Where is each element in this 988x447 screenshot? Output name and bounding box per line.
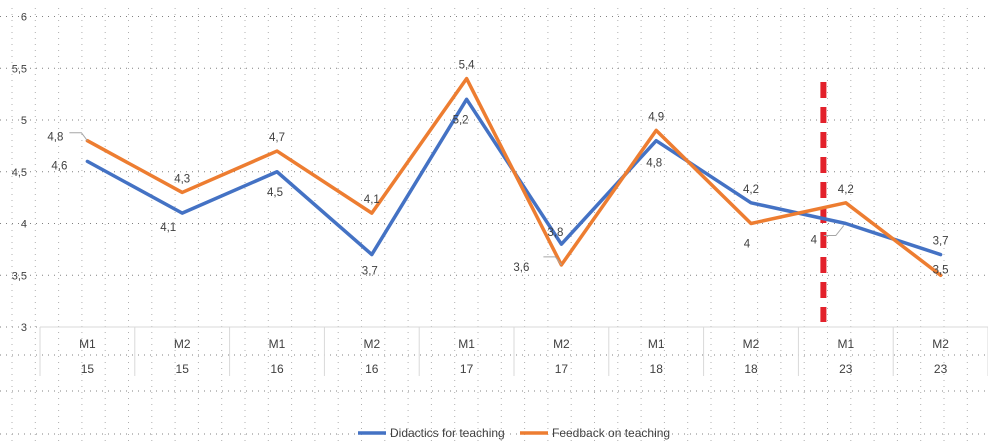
data-label: 4,8: [47, 132, 63, 144]
x-tick-label-level2: 17: [460, 362, 474, 376]
y-tick-label: 4,5: [12, 167, 27, 179]
data-label: 3,7: [362, 266, 378, 278]
x-tick-label-level2: 23: [934, 362, 948, 376]
grid: [0, 8, 988, 442]
x-tick-label-level2: 23: [839, 362, 853, 376]
data-label: 3,7: [933, 236, 949, 248]
leader-line: [69, 133, 87, 141]
data-label: 4,7: [269, 132, 285, 144]
y-axis: 3 3,5 4 4,5 5 5,5 6: [12, 12, 27, 335]
legend-label: Feedback on teaching: [552, 426, 670, 440]
data-label: 4,5: [267, 187, 283, 199]
x-tick-label-level1: M1: [269, 337, 286, 351]
x-tick-label-level1: M1: [648, 337, 665, 351]
data-label: 4: [744, 239, 751, 251]
data-label: 3,6: [513, 262, 529, 274]
x-tick-label-level2: 15: [176, 362, 190, 376]
x-tick-label-level1: M1: [79, 337, 96, 351]
legend-label: Didactics for teaching: [390, 426, 505, 440]
y-tick-label: 5,5: [12, 63, 27, 75]
leader-line: [824, 226, 844, 236]
y-tick-label: 5: [21, 115, 27, 127]
x-tick-label-level1: M1: [458, 337, 475, 351]
data-label: 4,6: [51, 160, 67, 172]
data-label: 5,2: [453, 114, 469, 126]
data-label: 4,8: [646, 158, 662, 170]
x-tick-label-level1: M2: [363, 337, 380, 351]
x-tick-label-level2: 16: [270, 362, 284, 376]
x-tick-label-level1: M2: [174, 337, 191, 351]
data-labels: 4,6 4,1 4,5 3,7 5,2 3,8 4,8 4,2 4 3,7 4,8 4,3 4,7 4,1…: [47, 60, 948, 278]
x-tick-label-level2: 18: [744, 362, 758, 376]
x-tick-label-level1: M2: [932, 337, 949, 351]
data-label: 4,1: [160, 222, 176, 234]
data-label: 4,9: [648, 111, 664, 123]
data-label: 4: [811, 235, 818, 247]
data-label: 4,1: [364, 194, 380, 206]
y-tick-label: 6: [21, 12, 27, 24]
x-tick-label-level2: 15: [81, 362, 95, 376]
data-label: 3,8: [547, 227, 563, 239]
category-axis: M1 15 M2 15 M1 16 M2 16 M1 17 M2 17 M1 18 M2 18 M1 23 M2 23: [40, 327, 988, 376]
x-tick-label-level1: M2: [553, 337, 570, 351]
data-label: 4,3: [174, 173, 190, 185]
data-label: 5,4: [459, 60, 476, 72]
x-tick-label-level2: 16: [365, 362, 379, 376]
y-tick-label: 3,5: [12, 270, 27, 282]
legend: Didactics for teaching Feedback on teachi…: [358, 426, 670, 440]
data-label: 3,5: [933, 264, 949, 276]
y-tick-label: 4: [21, 219, 27, 231]
x-tick-label-level2: 18: [650, 362, 664, 376]
x-tick-label-level2: 17: [555, 362, 569, 376]
data-label: 4,2: [838, 184, 854, 196]
y-tick-label: 3: [21, 322, 27, 334]
x-tick-label-level1: M1: [837, 337, 854, 351]
data-label: 4,2: [743, 184, 759, 196]
x-tick-label-level1: M2: [743, 337, 760, 351]
